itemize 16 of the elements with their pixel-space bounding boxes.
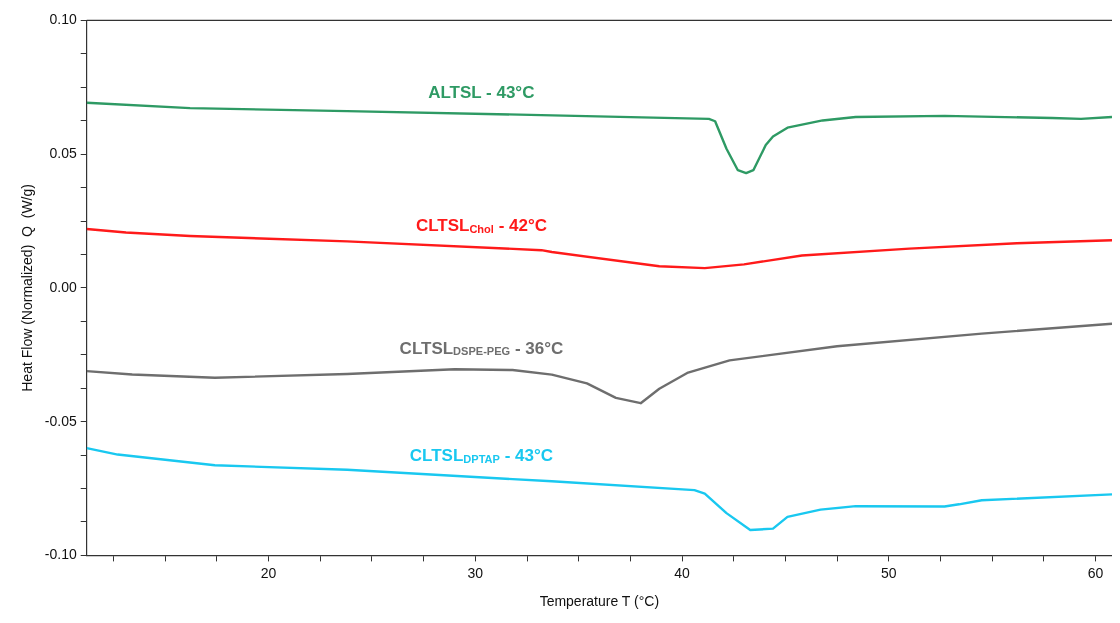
- series-label: ALTSL - 43°C: [428, 82, 535, 102]
- x-tick-label: 30: [467, 564, 484, 581]
- x-tick-label: 60: [1087, 564, 1104, 581]
- y-tick-label: -0.10: [44, 546, 77, 563]
- y-tick-label: 0.10: [49, 11, 77, 28]
- series-label: CLTSLDSPE-PEG - 36°C: [399, 338, 564, 358]
- series-label: CLTSLChol - 42°C: [415, 216, 548, 236]
- x-tick-label: 50: [880, 564, 897, 581]
- y-tick-label: 0.05: [49, 145, 77, 162]
- y-tick-label: 0.00: [49, 278, 77, 295]
- y-tick-label: -0.05: [44, 412, 77, 429]
- x-axis-title: Temperature T (°C): [539, 593, 660, 610]
- y-axis-title: Heat Flow (Normalized) Q (W/g): [19, 184, 36, 392]
- x-tick-label: 40: [674, 564, 691, 581]
- series-label: CLTSLDPTAP - 43°C: [409, 446, 554, 466]
- x-tick-label: 20: [260, 564, 277, 581]
